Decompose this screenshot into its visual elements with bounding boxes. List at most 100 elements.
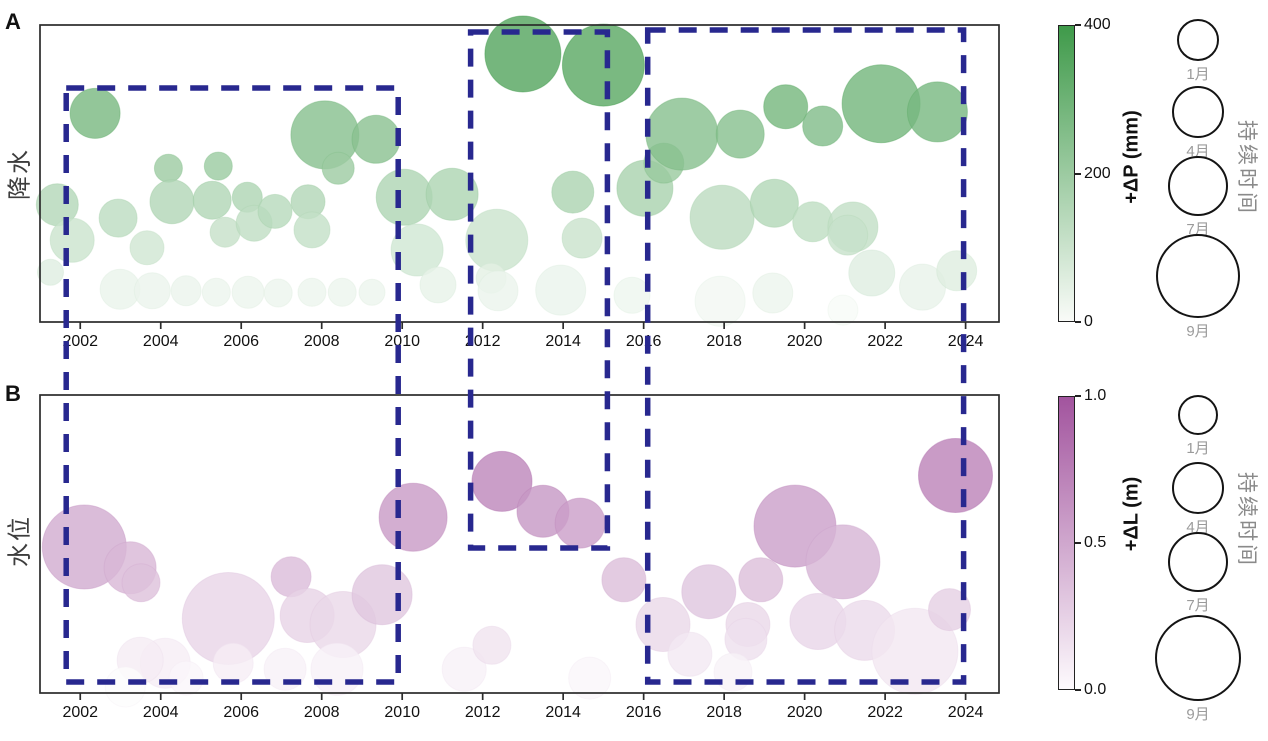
colorbar-tick — [1075, 395, 1081, 397]
bubble-A — [49, 217, 95, 263]
bubble-B — [310, 642, 364, 696]
bubble-B — [738, 557, 784, 603]
duration-legend-label: 7月 — [1186, 597, 1210, 614]
duration-legend-circle — [1168, 532, 1228, 592]
bubble-A — [689, 184, 755, 250]
bubble-A — [551, 170, 595, 214]
bubble-B — [928, 588, 971, 632]
duration-legend-label: 1月 — [1186, 66, 1210, 83]
x-tick-label: 2012 — [464, 333, 501, 350]
bubble-A — [390, 223, 444, 277]
duration-legend-label: 4月 — [1186, 519, 1210, 536]
duration-legend-circle — [1178, 395, 1218, 435]
bubble-A — [477, 270, 519, 312]
x-tick-label: 2018 — [706, 704, 742, 721]
x-tick-label: 2020 — [786, 333, 823, 350]
bubble-A — [201, 277, 231, 307]
highlight-period-box — [467, 29, 611, 551]
bubble-A — [535, 264, 587, 316]
duration-legend-circle — [1156, 234, 1240, 318]
bubble-A — [153, 153, 183, 183]
colorbar-tick-label: 200 — [1084, 164, 1111, 182]
bubble-A — [327, 277, 357, 307]
bubble-B — [378, 482, 448, 552]
colorbar-tick — [1075, 24, 1081, 26]
x-tick-label: 2006 — [223, 333, 259, 350]
colorbar-tick-label: 0 — [1084, 313, 1093, 330]
bubble-A — [848, 249, 896, 297]
bubble-B — [681, 564, 737, 620]
bubble-B — [168, 660, 204, 696]
bubble-B — [212, 642, 254, 684]
duration-legend-label: 4月 — [1186, 143, 1210, 160]
bubble-A — [149, 179, 195, 225]
duration-legend-circle — [1177, 19, 1219, 61]
bubble-B — [568, 656, 612, 700]
duration-legend-label: 1月 — [1186, 440, 1210, 457]
colorbar-tick-label: 0.0 — [1084, 681, 1107, 698]
bubble-B — [871, 607, 959, 695]
x-tick-label: 2008 — [303, 333, 340, 350]
bubble-B — [471, 450, 533, 512]
duration-legend-circle — [1172, 86, 1224, 138]
bubble-A — [694, 275, 746, 327]
x-tick-label: 2014 — [545, 333, 581, 350]
colorbar-tick-label: 400 — [1084, 16, 1111, 33]
bubble-A — [293, 211, 331, 249]
bubble-A — [257, 193, 293, 229]
bubble-A — [133, 272, 171, 310]
duration-legend-circle — [1172, 462, 1224, 514]
x-tick-label: 2004 — [142, 333, 179, 350]
bubble-A — [792, 201, 834, 243]
colorbar-tick — [1075, 172, 1081, 175]
colorbar-tick-label: 1.0 — [1084, 387, 1107, 404]
bubble-A — [561, 23, 645, 107]
x-tick-label: 2016 — [625, 704, 662, 721]
bubble-B — [441, 646, 487, 692]
bubble-A — [231, 275, 265, 309]
x-tick-label: 2002 — [62, 333, 99, 350]
bubble-A — [263, 278, 293, 308]
panel-b-frame — [39, 394, 1000, 694]
colorbar-tick-label: 0.5 — [1084, 534, 1107, 551]
bubble-A — [203, 151, 233, 181]
x-tick-label: 2014 — [545, 704, 581, 721]
bubble-A — [561, 217, 603, 259]
bubble-A — [419, 266, 457, 304]
bubble-B — [351, 564, 413, 626]
bubble-A — [358, 278, 386, 306]
bubble-B — [667, 631, 713, 677]
x-tick-label: 2018 — [706, 333, 742, 350]
bubble-A — [297, 277, 327, 307]
bubble-A — [209, 216, 241, 248]
x-tick-label: 2006 — [223, 704, 259, 721]
duration-legend-label: 9月 — [1186, 706, 1210, 723]
bubble-A — [763, 84, 809, 130]
bubble-A — [69, 87, 121, 139]
bubble-A — [192, 180, 232, 220]
bubble-B — [918, 438, 993, 513]
panel-a-label: A — [5, 9, 21, 34]
bubble-A — [936, 250, 978, 292]
panel-a-frame — [39, 24, 1000, 323]
bubble-A — [827, 294, 859, 326]
bubble-A — [465, 208, 529, 272]
bubble-A — [749, 178, 799, 228]
bubble-A — [802, 105, 844, 147]
duration-legend-label: 9月 — [1186, 323, 1210, 340]
bubble-A — [375, 168, 433, 226]
bubble-B — [121, 563, 161, 603]
x-tick-label: 2016 — [625, 333, 662, 350]
highlight-period-box — [63, 85, 401, 685]
bubble-A — [645, 97, 719, 171]
bubble-B — [554, 497, 606, 549]
duration-legend-label: 7月 — [1186, 221, 1210, 238]
bubble-A — [37, 258, 64, 286]
bubble-B — [472, 625, 512, 665]
x-tick-label: 2004 — [142, 704, 179, 721]
bubble-B — [805, 524, 881, 600]
bubble-A — [906, 81, 968, 143]
x-tick-label: 2010 — [384, 704, 420, 721]
bubble-A — [827, 214, 869, 256]
colorbar-tick — [1075, 542, 1081, 544]
